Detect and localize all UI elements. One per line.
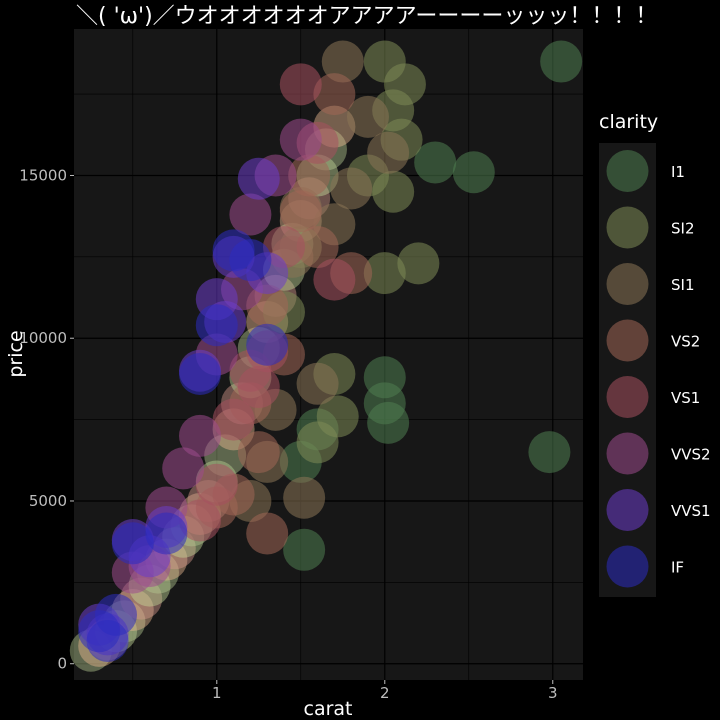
data-point — [367, 131, 410, 174]
x-axis-title: carat — [304, 698, 353, 720]
data-point — [229, 193, 272, 236]
x-axis-ticks: 1 2 3 — [212, 680, 558, 702]
data-point — [279, 118, 322, 161]
data-point — [296, 421, 339, 464]
data-point — [296, 362, 339, 405]
data-point — [540, 40, 583, 83]
data-point — [363, 252, 406, 295]
data-point — [288, 154, 331, 197]
data-point — [246, 512, 289, 555]
data-point — [346, 95, 389, 138]
data-point — [279, 190, 322, 233]
data-point — [383, 63, 426, 106]
data-point — [363, 356, 406, 399]
data-point — [528, 431, 571, 474]
data-point — [195, 463, 238, 506]
data-point — [212, 398, 255, 441]
chart-title: ＼( 'ω')／ウオオオオオオアアアアーーーーッッッ！！！！ — [76, 4, 657, 29]
data-point — [296, 226, 339, 269]
data-point — [397, 242, 440, 285]
data-point — [237, 431, 280, 474]
data-point — [246, 323, 289, 366]
y-tick-label: 15000 — [19, 166, 67, 184]
data-point — [178, 499, 221, 542]
data-point — [330, 167, 373, 210]
data-point — [414, 141, 457, 184]
legend-label: VS2 — [671, 333, 700, 351]
data-point — [229, 239, 272, 282]
legend-key — [606, 432, 649, 475]
data-point — [111, 522, 154, 565]
legend-label: IF — [671, 559, 684, 577]
data-point — [313, 73, 356, 116]
data-point — [195, 304, 238, 347]
legend-label: SI1 — [671, 276, 695, 294]
data-point — [145, 512, 188, 555]
data-point — [283, 476, 326, 519]
legend-key — [606, 376, 649, 418]
data-point — [279, 63, 322, 106]
y-tick-label: 0 — [57, 655, 67, 673]
legend-label: I1 — [671, 163, 685, 181]
legend: clarity I1 SI2 SI1 VS2 VS1 VVS2 VVS1 IF — [599, 111, 711, 597]
y-axis-ticks: 0 5000 10000 15000 — [19, 166, 74, 673]
data-points — [69, 40, 583, 672]
data-point — [178, 353, 221, 396]
legend-key — [606, 319, 649, 362]
legend-label: SI2 — [671, 220, 695, 238]
data-point — [86, 619, 129, 662]
legend-label: VS1 — [671, 389, 700, 407]
legend-key — [606, 206, 649, 249]
x-tick-label: 2 — [380, 684, 390, 702]
y-tick-label: 10000 — [19, 329, 67, 347]
legend-title: clarity — [599, 111, 658, 133]
legend-label: VVS1 — [671, 502, 711, 520]
legend-key — [606, 150, 649, 192]
data-point — [321, 40, 364, 83]
x-tick-label: 1 — [212, 684, 222, 702]
legend-key — [606, 545, 649, 588]
legend-key — [606, 489, 649, 531]
data-point — [452, 151, 495, 194]
legend-key — [606, 263, 649, 305]
data-point — [283, 528, 326, 571]
legend-label: VVS2 — [671, 446, 711, 464]
y-axis-title: price — [5, 330, 27, 377]
data-point — [178, 414, 221, 457]
y-tick-label: 5000 — [29, 492, 67, 510]
data-point — [313, 258, 356, 301]
data-point — [237, 366, 280, 409]
data-point — [162, 447, 205, 490]
data-point — [237, 157, 280, 200]
x-tick-label: 3 — [548, 684, 558, 702]
